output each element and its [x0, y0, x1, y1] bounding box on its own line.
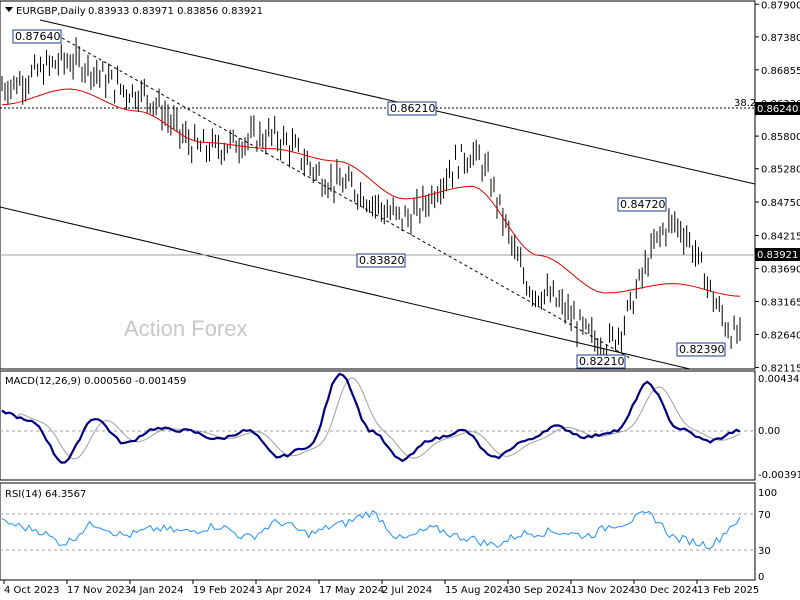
- svg-text:0.86210: 0.86210: [390, 102, 436, 115]
- rsi-panel: [0, 482, 756, 581]
- annotation-high-87640: 0.87640: [12, 29, 62, 44]
- price-tick-label: 0.87380: [761, 33, 800, 44]
- time-tick-label: 17 May 2024: [319, 585, 384, 596]
- macd-tick-bottom: -0.003916: [758, 470, 800, 481]
- channel-lower-line: [0, 206, 691, 370]
- macd-axis: 0.004341 0.00 -0.003916: [758, 374, 800, 481]
- price-tick-label: 0.84750: [761, 198, 800, 209]
- macd-tick-top: 0.004341: [758, 374, 800, 385]
- price-tick-label: 0.83165: [761, 298, 800, 309]
- time-tick-label: 4 Jan 2024: [130, 585, 184, 596]
- time-tick-label: 19 Feb 2024: [193, 585, 255, 596]
- current-price-tag: 0.83921: [755, 248, 800, 261]
- svg-text:0.87640: 0.87640: [15, 30, 61, 43]
- price-tick-label: 0.82640: [761, 330, 800, 341]
- collapse-triangle-icon[interactable]: [5, 7, 13, 12]
- svg-text:0.84720: 0.84720: [620, 198, 666, 211]
- trend-dashed-line: [61, 37, 631, 359]
- fib-price-tag: 0.86240: [755, 102, 800, 115]
- svg-text:0.83820: 0.83820: [359, 254, 405, 267]
- time-tick-label: 13 Feb 2025: [697, 585, 759, 596]
- price-tick-label: 0.84215: [761, 232, 800, 243]
- annotation-82390: 0.82390: [676, 342, 726, 357]
- price-bars: [1, 37, 741, 365]
- rsi-axis: 100 70 30 0: [758, 488, 777, 583]
- price-tick-label: 0.83690: [761, 265, 800, 276]
- macd-signal-line: [1, 377, 741, 460]
- rsi-tick-0: 0: [758, 572, 764, 583]
- price-tick-label: 0.85800: [761, 132, 800, 143]
- ohlc-values: 0.83933 0.83971 0.83856 0.83921: [88, 6, 263, 17]
- price-tick-label: 0.86855: [761, 66, 800, 77]
- symbol-label: EURGBP,Daily: [16, 6, 86, 17]
- annotation-83820: 0.83820: [356, 253, 406, 268]
- macd-tick-zero: 0.00: [758, 426, 780, 437]
- macd-line: [1, 372, 741, 464]
- rsi-tick-30: 30: [758, 546, 771, 557]
- time-tick-label: 3 Apr 2024: [256, 585, 311, 596]
- fib-label: 38.2: [734, 98, 756, 109]
- price-tick-label: 0.85280: [761, 165, 800, 176]
- moving-average-line: [1, 88, 741, 297]
- price-tick-label: 0.87900: [761, 0, 800, 11]
- svg-text:0.82390: 0.82390: [679, 343, 725, 356]
- annotation-86210: 0.86210: [387, 101, 437, 116]
- rsi-tick-70: 70: [758, 510, 771, 521]
- rsi-tick-100: 100: [758, 488, 777, 499]
- macd-header: MACD(12,26,9) 0.000560 -0.001459: [5, 376, 186, 387]
- price-axis: 0.879000.873800.868550.863300.858000.852…: [755, 0, 800, 374]
- price-tick-label: 0.82115: [761, 363, 800, 374]
- svg-text:0.86240: 0.86240: [757, 104, 798, 115]
- time-tick-label: 30 Sep 2024: [508, 585, 571, 596]
- svg-text:0.83921: 0.83921: [757, 250, 798, 261]
- time-tick-label: 30 Dec 2024: [634, 585, 698, 596]
- macd-panel: [0, 370, 756, 481]
- watermark: Action Forex: [124, 316, 248, 341]
- time-tick-label: 15 Aug 2024: [445, 585, 509, 596]
- time-tick-label: 17 Nov 2023: [67, 585, 131, 596]
- rsi-line: [1, 510, 741, 550]
- time-tick-label: 4 Oct 2023: [4, 585, 59, 596]
- annotation-84720: 0.84720: [617, 197, 667, 212]
- time-tick-label: 13 Nov 2024: [571, 585, 635, 596]
- rsi-header: RSI(14) 64.3567: [5, 489, 86, 500]
- annotation-low-82210: 0.82210: [576, 354, 626, 369]
- time-tick-label: 2 Jul 2024: [382, 585, 432, 596]
- svg-text:0.82210: 0.82210: [579, 355, 625, 368]
